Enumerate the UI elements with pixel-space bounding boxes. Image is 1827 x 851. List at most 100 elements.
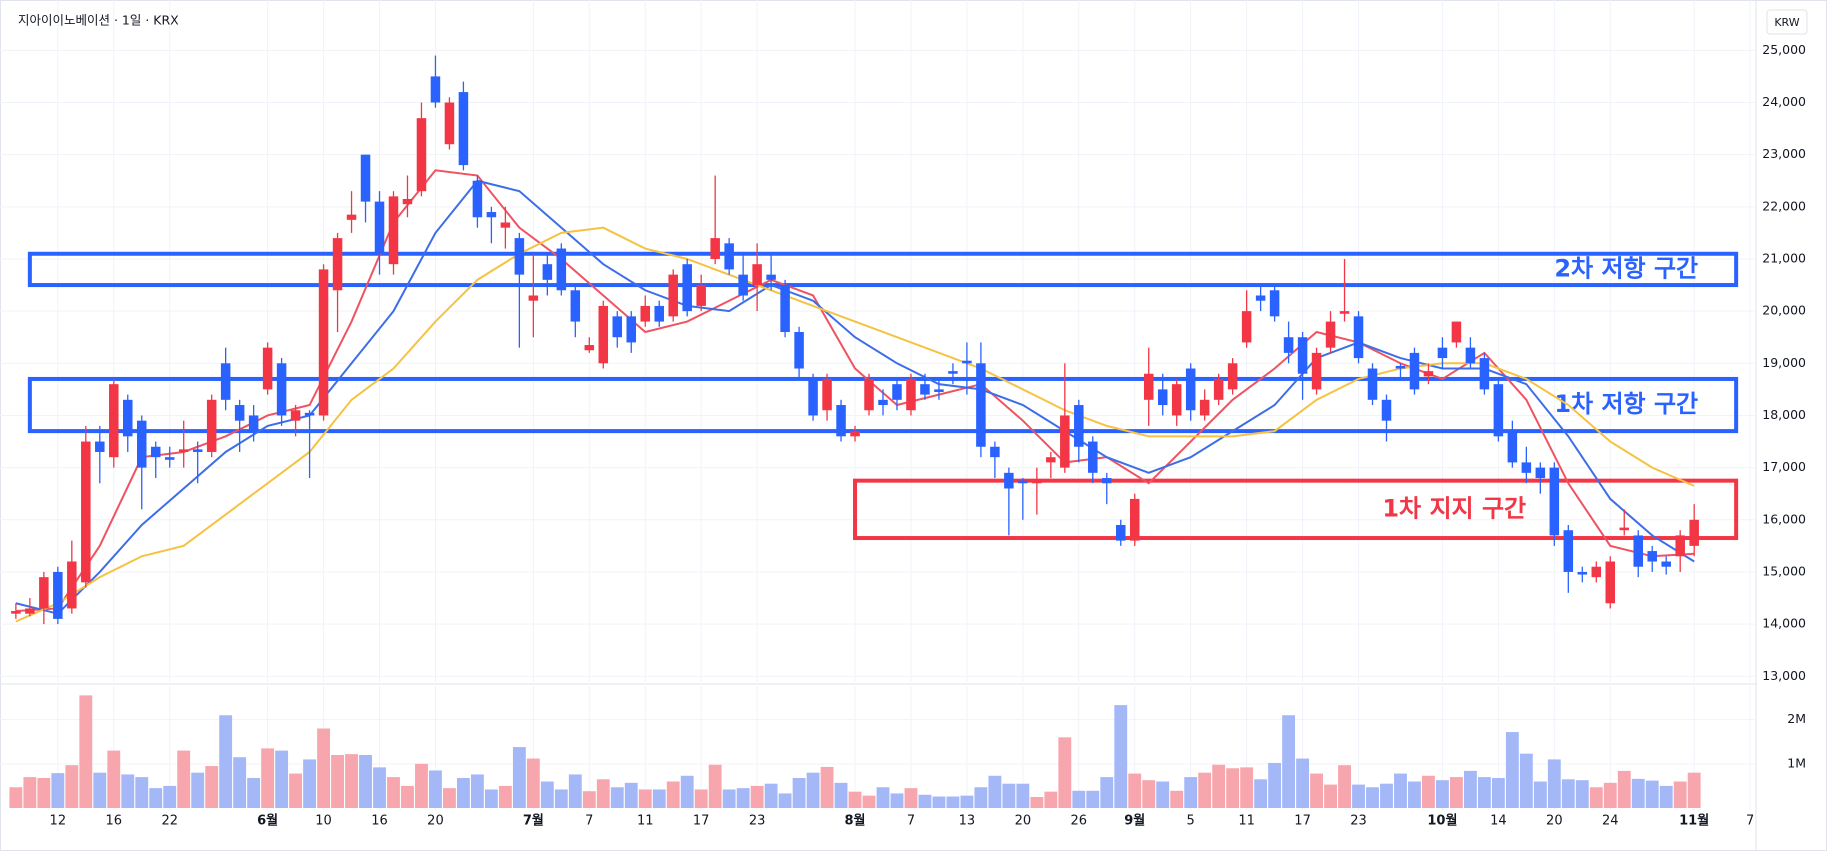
volume-bar (1519, 753, 1533, 808)
candle-body (1325, 321, 1336, 348)
candle-body (81, 441, 91, 583)
volume-bar (1268, 762, 1282, 808)
volume-bar (1491, 777, 1505, 808)
volume-bar (1072, 790, 1086, 808)
volume-bar (484, 789, 498, 808)
volume-bar (65, 765, 79, 808)
volume-bar (526, 758, 540, 808)
y-tick-label: 16,000 (1762, 511, 1806, 526)
candle-body (164, 457, 175, 460)
volume-bar (932, 796, 946, 808)
candle-body (1549, 467, 1560, 536)
candle-body (248, 415, 259, 432)
x-tick-label: 17 (1294, 814, 1311, 829)
volume-bar (1463, 770, 1477, 808)
candle-body (1157, 389, 1168, 406)
candle-body (1367, 368, 1378, 400)
volume-bar (1338, 765, 1351, 808)
volume-bar (1422, 775, 1435, 808)
zone-label: 1차 저항 구간 (1554, 390, 1698, 418)
x-tick-label: 8월 (845, 813, 866, 829)
x-tick-label: 16 (371, 814, 388, 829)
volume-bar (456, 777, 470, 808)
candle-body (416, 118, 427, 192)
volume-bar (1142, 780, 1156, 808)
candle-body (346, 214, 357, 220)
candle-body (542, 264, 553, 280)
y-tick-label: 20,000 (1762, 303, 1806, 318)
candle-body (1004, 472, 1014, 489)
volume-bar (498, 785, 512, 808)
candle-body (794, 332, 804, 369)
volume-bar (1436, 780, 1449, 808)
y-tick-label: 13,000 (1762, 668, 1806, 683)
x-tick-label: 9월 (1124, 813, 1145, 829)
x-tick-label: 5 (1187, 814, 1195, 829)
candle-body (444, 102, 455, 145)
candle-body (1437, 347, 1448, 359)
volume-bar (373, 767, 386, 808)
volume-bar (107, 750, 121, 808)
volume-bar (135, 777, 149, 808)
volume-bar (1575, 780, 1589, 808)
volume-bar (540, 781, 554, 808)
volume-bar (778, 793, 792, 808)
candle-body (360, 154, 371, 202)
volume-bar (848, 791, 862, 808)
volume-bar (806, 772, 820, 808)
candle-body (1088, 441, 1098, 473)
volume-bar (1086, 790, 1100, 808)
candle-body (1661, 561, 1671, 567)
volume-bar (1687, 772, 1701, 808)
candle-body (1143, 373, 1154, 400)
volume-bar (792, 777, 806, 808)
candle-body (178, 449, 189, 452)
zone-box (853, 478, 1739, 541)
volume-bar (247, 777, 261, 808)
chart-title: 지아이이노베이션 · 1일 · KRX (18, 13, 179, 28)
y-tick-label: 18,000 (1762, 407, 1806, 422)
volume-bar (764, 783, 778, 808)
candle-body (1591, 566, 1602, 578)
candle-body (1018, 480, 1028, 484)
x-tick-label: 22 (161, 814, 178, 829)
candle-body (920, 384, 930, 395)
volume-bar (876, 787, 890, 808)
volume-bar (1058, 737, 1072, 808)
volume-bar (1156, 781, 1170, 808)
candle-body (486, 212, 497, 218)
volume-bar (1170, 790, 1184, 808)
y-tick-label: 19,000 (1762, 355, 1806, 370)
candle-body (1395, 365, 1406, 369)
volume-bar (1603, 782, 1617, 808)
volume-bar (736, 788, 750, 808)
zone-box (27, 251, 1739, 288)
x-tick-label: 14 (1490, 814, 1507, 829)
x-tick-label: 7월 (523, 813, 544, 829)
volume-bar (37, 777, 51, 808)
y-tick-label: 25,000 (1762, 42, 1806, 57)
candle-body (1479, 358, 1490, 390)
volume-bar (1114, 705, 1128, 808)
candle-body (1241, 311, 1252, 343)
zone-box (27, 376, 1739, 434)
x-tick-label: 10 (315, 814, 332, 829)
volume-bar (554, 789, 568, 808)
candle-body (1619, 527, 1630, 531)
volume-bar (93, 772, 107, 808)
volume-bar (1366, 787, 1379, 808)
volume-bar (1380, 783, 1393, 808)
candle-body (472, 180, 483, 218)
candle-body (682, 264, 692, 312)
volume-bar (359, 755, 372, 808)
candle-body (584, 345, 595, 351)
candle-body (1032, 480, 1042, 484)
volume-bar (1645, 780, 1659, 808)
candle-body (136, 420, 147, 468)
volume-bar (638, 789, 652, 808)
candle-body (1213, 378, 1224, 400)
volume-bar (974, 787, 988, 808)
y-tick-label: 14,000 (1762, 616, 1806, 631)
